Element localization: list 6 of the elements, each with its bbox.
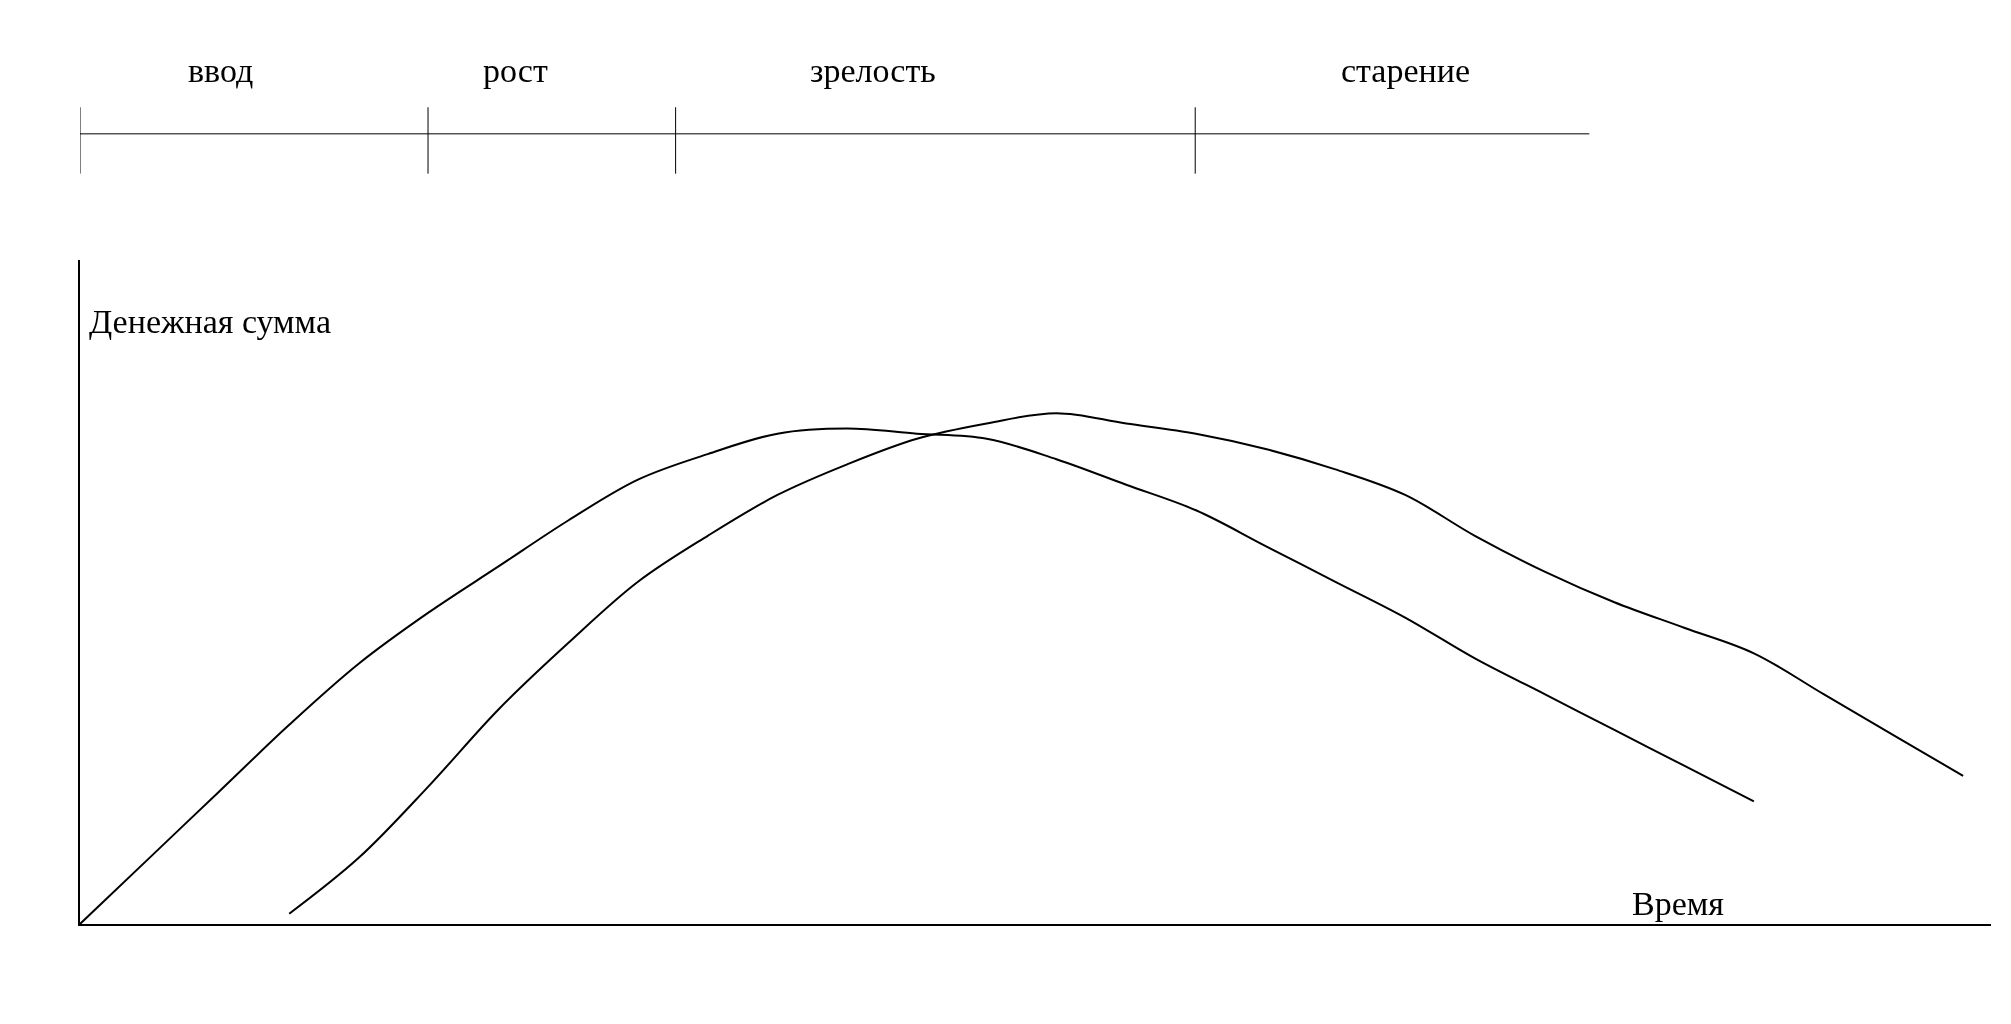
y-axis-title: Денежная сумма — [89, 303, 331, 340]
text: рост — [483, 52, 548, 89]
text: старение — [1341, 52, 1471, 89]
text: зрелость — [810, 52, 936, 89]
text: ввод — [188, 52, 254, 89]
x-axis-title: Время — [1632, 885, 1725, 922]
